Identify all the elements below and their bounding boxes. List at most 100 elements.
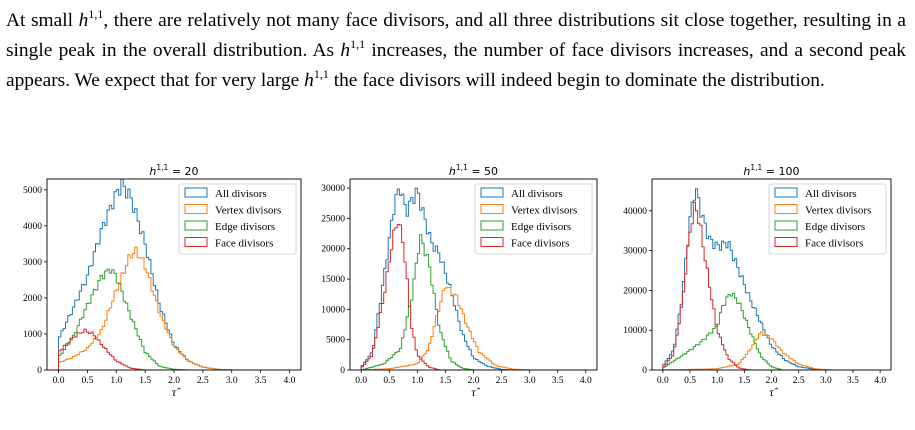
- legend-swatch: [184, 237, 208, 247]
- legend-swatch: [774, 220, 798, 231]
- legend-swatch: [184, 204, 208, 214]
- y-tick-label: 5000: [326, 336, 345, 346]
- y-tick-label: 3000: [23, 258, 42, 268]
- x-tick-label: 2.0: [766, 376, 778, 386]
- legend-label: Face divisors: [805, 238, 863, 250]
- x-tick-label: 0.5: [81, 376, 93, 386]
- y-tick-label: 30000: [623, 247, 647, 257]
- legend-box: [178, 183, 297, 255]
- x-tick-label: 4.0: [284, 376, 296, 386]
- h11-symbol: h: [304, 70, 314, 91]
- h11-superscript: 1,1: [350, 37, 366, 51]
- legend-label: All divisors: [805, 188, 857, 200]
- legend-swatch: [480, 220, 504, 231]
- legend-swatch: [184, 220, 208, 231]
- x-tick-label: 4.0: [580, 376, 592, 386]
- title-superscript: 1,1: [156, 163, 168, 172]
- x-tick-label: 3.5: [552, 376, 564, 386]
- x-axis-label: τ̂: [172, 385, 181, 399]
- h11-superscript: 1,1: [313, 67, 329, 81]
- title-superscript: 1,1: [750, 163, 762, 172]
- title-h: h: [149, 165, 156, 178]
- y-tick-label: 10000: [623, 326, 647, 336]
- x-tick-label: 4.0: [874, 376, 886, 386]
- series-line-edge-divisors: [360, 234, 586, 370]
- y-tick-label: 4000: [23, 222, 42, 232]
- x-axis-label: τ̂: [769, 385, 778, 399]
- x-tick-label: 3.0: [524, 376, 536, 386]
- x-tick-label: 1.5: [738, 376, 750, 386]
- y-tick-label: 5000: [23, 186, 42, 196]
- x-tick-label: 1.0: [110, 376, 122, 386]
- legend-label: Edge divisors: [511, 221, 571, 233]
- legend-swatch: [480, 204, 504, 214]
- y-tick-label: 0: [340, 366, 345, 376]
- legend-swatch: [184, 187, 208, 198]
- legend-label: Vertex divisors: [511, 205, 577, 217]
- y-tick-label: 10000: [321, 305, 345, 315]
- legend-label: All divisors: [215, 188, 267, 200]
- x-tick-label: 2.5: [793, 376, 805, 386]
- x-tick-label: 0.0: [657, 376, 669, 386]
- series-line-face-divisors: [662, 201, 881, 370]
- x-tick-label: 3.0: [820, 376, 832, 386]
- title-value: = 50: [468, 165, 498, 178]
- legend-label: Face divisors: [215, 238, 273, 250]
- x-tick-label: 3.0: [226, 376, 238, 386]
- histogram-panel: 0.0 0.5 1.0 1.5 2.0 2.5 3.0 3.5 4.0 0 10000 20000 30…: [623, 163, 892, 399]
- legend-label: Edge divisors: [805, 221, 865, 233]
- title-superscript: 1,1: [456, 163, 468, 172]
- para-text-3: increases, the number of face divisors i…: [6, 40, 906, 91]
- series-line-face-divisors: [360, 224, 586, 370]
- para-text-2: , there are relatively not many face div…: [6, 10, 906, 61]
- x-tick-label: 3.5: [847, 376, 859, 386]
- series-line-vertex-divisors: [662, 331, 881, 370]
- x-tick-label: 2.0: [168, 376, 180, 386]
- series-line-edge-divisors: [662, 292, 881, 370]
- x-tick-label: 0.0: [53, 376, 65, 386]
- x-tick-label: 0.0: [355, 376, 367, 386]
- legend-label: All divisors: [511, 188, 563, 200]
- y-tick-label: 20000: [623, 286, 647, 296]
- legend-label: Vertex divisors: [805, 205, 871, 217]
- x-axis-label: τ̂: [471, 385, 480, 399]
- plot-title: h1,1 = 20: [149, 163, 198, 178]
- x-tick-label: 1.0: [411, 376, 423, 386]
- title-h: h: [449, 165, 456, 178]
- series-line-edge-divisors: [58, 268, 290, 370]
- y-tick-label: 1000: [23, 330, 42, 340]
- x-tick-label: 2.0: [468, 376, 480, 386]
- y-tick-label: 0: [37, 366, 42, 376]
- para-text-1: At small: [6, 10, 79, 31]
- x-tick-label: 1.5: [139, 376, 151, 386]
- legend-box: [474, 183, 593, 255]
- y-tick-label: 15000: [321, 275, 345, 285]
- y-tick-label: 40000: [623, 207, 647, 217]
- title-value: = 100: [762, 165, 799, 178]
- legend-swatch: [774, 187, 798, 198]
- y-tick-label: 2000: [23, 294, 42, 304]
- legend-swatch: [774, 237, 798, 247]
- legend-swatch: [480, 187, 504, 198]
- para-text-4: the face divisors will indeed begin to d…: [328, 70, 825, 91]
- x-tick-label: 2.5: [197, 376, 209, 386]
- y-tick-label: 20000: [321, 245, 345, 255]
- title-h: h: [743, 165, 750, 178]
- plot-title: h1,1 = 100: [743, 163, 799, 178]
- x-tick-label: 1.0: [711, 376, 723, 386]
- histogram-panel: 0.0 0.5 1.0 1.5 2.0 2.5 3.0 3.5 4.0 0 1000 2000 3000…: [23, 163, 302, 399]
- series-line-all-divisors: [360, 187, 586, 370]
- x-tick-label: 0.5: [684, 376, 696, 386]
- x-tick-label: 2.5: [496, 376, 508, 386]
- x-tick-label: 3.5: [255, 376, 267, 386]
- x-tick-label: 0.5: [383, 376, 395, 386]
- title-value: = 20: [168, 165, 198, 178]
- h11-symbol: h: [340, 40, 351, 61]
- legend-label: Edge divisors: [215, 221, 275, 233]
- h11-symbol: h: [78, 10, 89, 31]
- plot-title: h1,1 = 50: [449, 163, 498, 178]
- h11-superscript: 1,1: [88, 7, 104, 21]
- x-tick-label: 1.5: [439, 376, 451, 386]
- histogram-panel: 0.0 0.5 1.0 1.5 2.0 2.5 3.0 3.5 4.0 0 5000 10000 150…: [321, 163, 598, 399]
- legend-swatch: [774, 204, 798, 214]
